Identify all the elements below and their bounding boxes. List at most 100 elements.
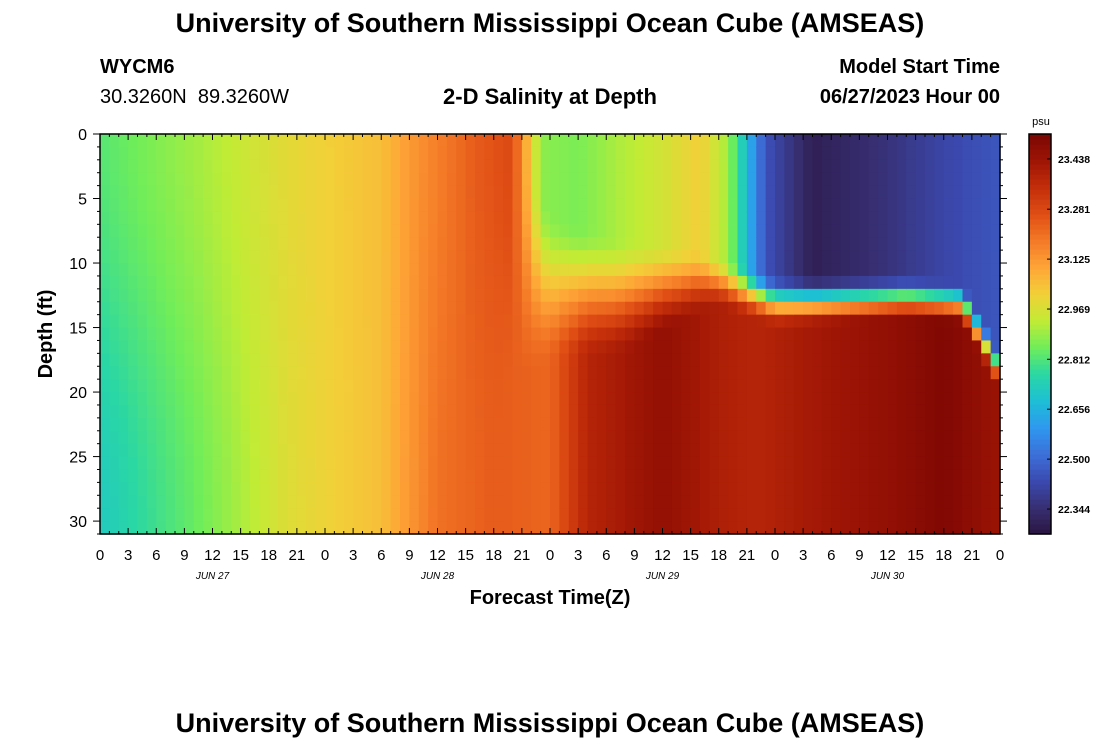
heatmap-cell bbox=[100, 159, 110, 174]
heatmap-cell bbox=[596, 495, 607, 509]
heatmap-cell bbox=[887, 237, 898, 251]
heatmap-cell bbox=[146, 263, 157, 277]
heatmap-cell bbox=[137, 456, 148, 471]
heatmap-cell bbox=[540, 134, 551, 148]
heatmap-cell bbox=[137, 237, 148, 251]
colorbar-tick-label: 22.500 bbox=[1058, 454, 1090, 466]
heatmap-cell bbox=[671, 301, 682, 316]
heatmap-cell bbox=[878, 404, 889, 419]
colorbar-segment bbox=[1029, 439, 1051, 445]
heatmap-cell bbox=[503, 366, 514, 380]
heatmap-cell bbox=[925, 379, 935, 393]
heatmap-cell bbox=[868, 250, 879, 264]
heatmap-cell bbox=[559, 443, 570, 458]
heatmap-cell bbox=[493, 159, 504, 174]
heatmap-cell bbox=[859, 237, 870, 251]
heatmap-cell bbox=[596, 159, 607, 174]
heatmap-cell bbox=[325, 508, 335, 522]
colorbar-tick-label: 22.812 bbox=[1058, 354, 1090, 366]
heatmap-cell bbox=[737, 392, 748, 406]
heatmap-cell bbox=[859, 469, 870, 483]
heatmap-cell bbox=[250, 301, 260, 316]
heatmap-cell bbox=[821, 353, 832, 367]
heatmap-cell bbox=[784, 379, 795, 393]
heatmap-cell bbox=[353, 482, 364, 496]
heatmap-cell bbox=[868, 288, 879, 303]
heatmap-cell bbox=[193, 185, 204, 200]
heatmap-cell bbox=[250, 327, 260, 342]
heatmap-cell bbox=[184, 288, 195, 303]
heatmap-cell bbox=[981, 172, 992, 187]
heatmap-cell bbox=[737, 185, 748, 200]
heatmap-cell bbox=[550, 288, 560, 303]
colorbar-segment bbox=[1029, 484, 1051, 490]
heatmap-cell bbox=[390, 430, 401, 445]
heatmap-cell bbox=[175, 172, 185, 187]
heatmap-cell bbox=[859, 495, 870, 509]
heatmap-cell bbox=[643, 198, 654, 213]
heatmap-cell bbox=[681, 404, 692, 419]
heatmap-cell bbox=[587, 159, 598, 174]
heatmap-cell bbox=[990, 404, 1001, 419]
heatmap-cell bbox=[643, 521, 654, 535]
heatmap-cell bbox=[615, 211, 626, 225]
heatmap-cell bbox=[250, 211, 260, 225]
heatmap-cell bbox=[540, 521, 551, 535]
heatmap-cell bbox=[746, 327, 757, 342]
heatmap-cell bbox=[859, 314, 870, 329]
heatmap-cell bbox=[456, 469, 467, 483]
heatmap-cell bbox=[943, 469, 954, 483]
heatmap-cell bbox=[221, 392, 232, 406]
colorbar-segment bbox=[1029, 294, 1051, 300]
heatmap-cell bbox=[465, 314, 476, 329]
heatmap-cell bbox=[634, 469, 645, 483]
heatmap-cell bbox=[587, 482, 598, 496]
heatmap-cell bbox=[887, 314, 898, 329]
heatmap-cell bbox=[446, 340, 457, 354]
plot-frame bbox=[99, 133, 1001, 535]
heatmap-cell bbox=[512, 327, 523, 342]
heatmap-cell bbox=[353, 224, 364, 238]
heatmap-cell bbox=[334, 314, 345, 329]
heatmap-cell bbox=[503, 353, 514, 367]
heatmap-cell bbox=[334, 417, 345, 432]
heatmap-cell bbox=[653, 237, 664, 251]
heatmap-cell bbox=[765, 146, 776, 161]
heatmap-cell bbox=[306, 495, 317, 509]
heatmap-cell bbox=[578, 417, 589, 432]
heatmap-cell bbox=[278, 288, 289, 303]
heatmap-cell bbox=[840, 353, 851, 367]
heatmap-cell bbox=[128, 146, 139, 161]
heatmap-cell bbox=[812, 482, 823, 496]
heatmap-cell bbox=[559, 366, 570, 380]
heatmap-cell bbox=[306, 224, 317, 238]
heatmap-cell bbox=[446, 159, 457, 174]
heatmap-cell bbox=[193, 482, 204, 496]
heatmap-cell bbox=[925, 366, 935, 380]
heatmap-cell bbox=[896, 379, 907, 393]
heatmap-cell bbox=[475, 134, 485, 148]
heatmap-cell bbox=[690, 417, 701, 432]
heatmap-cell bbox=[625, 456, 635, 471]
heatmap-cell bbox=[868, 263, 879, 277]
heatmap-cell bbox=[653, 146, 664, 161]
heatmap-cell bbox=[484, 456, 495, 471]
heatmap-cell bbox=[184, 224, 195, 238]
heatmap-cell bbox=[831, 392, 842, 406]
heatmap-cell bbox=[296, 482, 307, 496]
heatmap-cell bbox=[325, 263, 335, 277]
heatmap-cell bbox=[793, 521, 804, 535]
heatmap-cell bbox=[362, 211, 373, 225]
heatmap-cell bbox=[765, 392, 776, 406]
heatmap-cell bbox=[418, 521, 429, 535]
heatmap-cell bbox=[118, 508, 129, 522]
heatmap-cell bbox=[531, 443, 542, 458]
heatmap-cell bbox=[868, 340, 879, 354]
heatmap-cell bbox=[756, 495, 767, 509]
heatmap-cell bbox=[887, 340, 898, 354]
heatmap-cell bbox=[100, 224, 110, 238]
heatmap-cell bbox=[812, 224, 823, 238]
heatmap-cell bbox=[737, 237, 748, 251]
heatmap-cell bbox=[934, 430, 945, 445]
heatmap-cell bbox=[568, 250, 579, 264]
